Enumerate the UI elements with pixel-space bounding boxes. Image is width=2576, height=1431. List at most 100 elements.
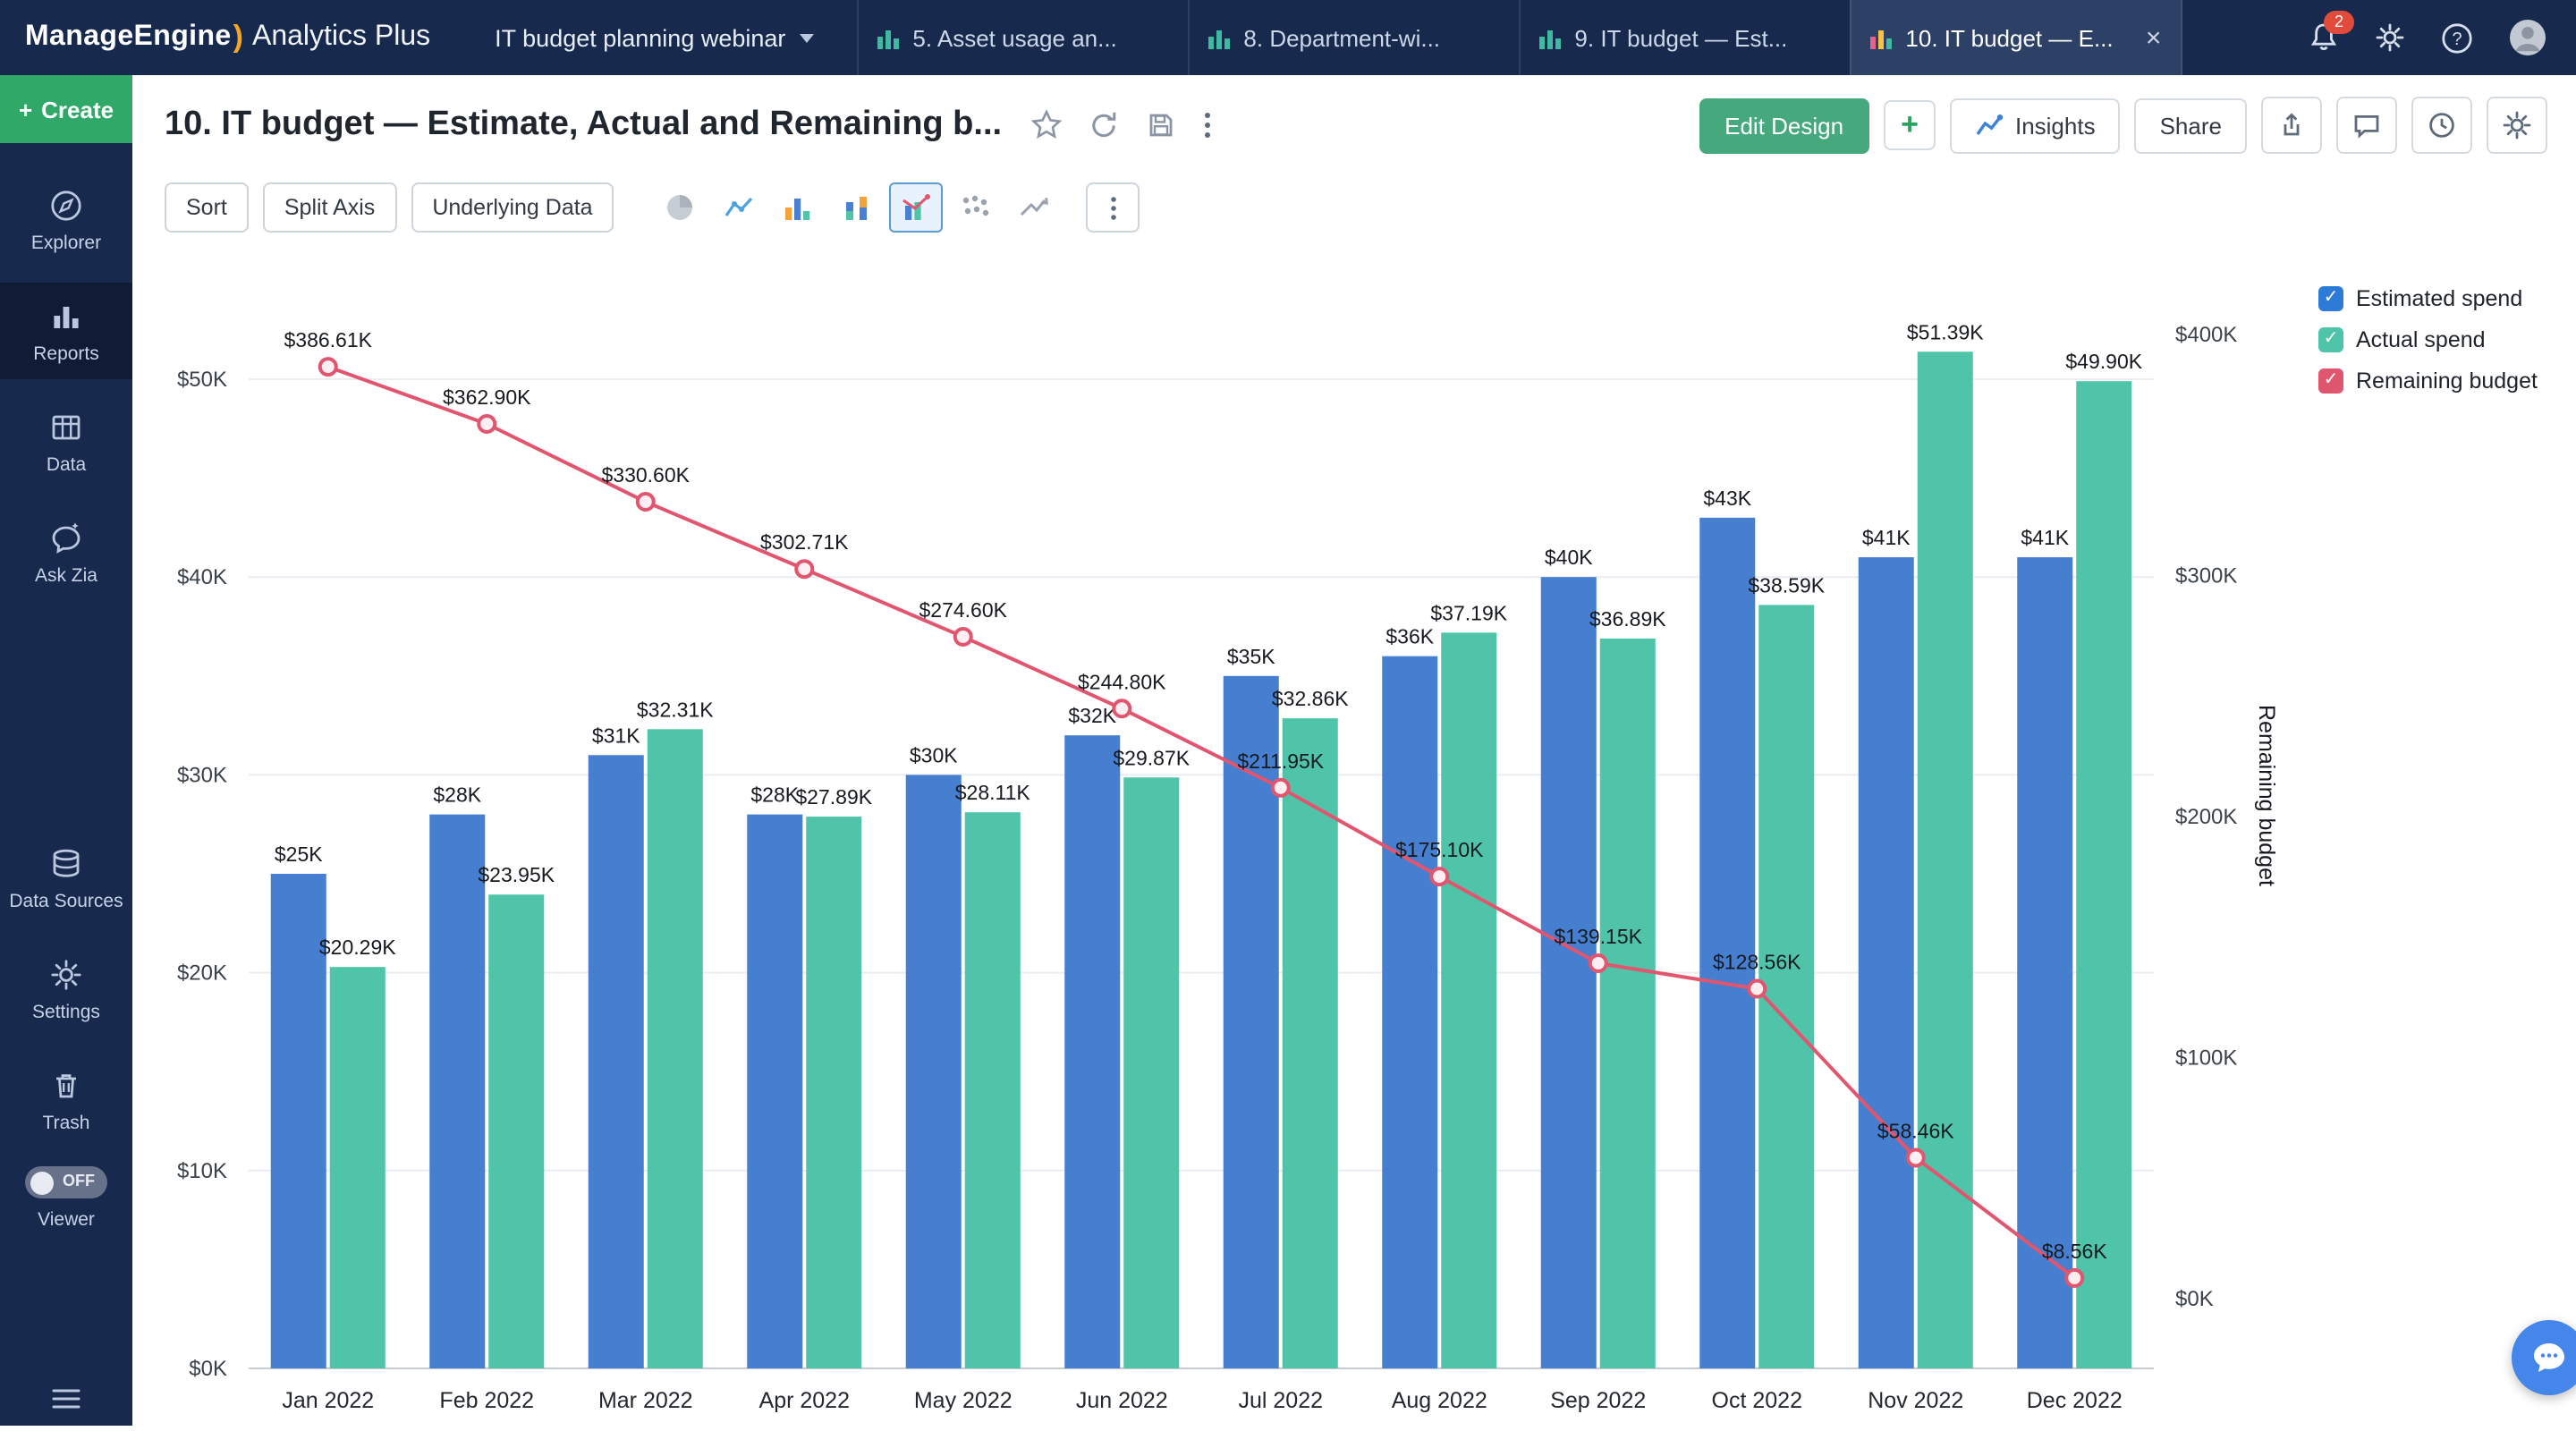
sidebar-item-trash[interactable]: Trash — [0, 1052, 132, 1148]
export-button[interactable] — [2261, 97, 2322, 154]
reports-bars-icon — [54, 307, 79, 328]
tab-report-9[interactable]: 9. IT budget — Est... — [1519, 0, 1850, 75]
more-chart-types-button[interactable] — [1086, 182, 1140, 233]
svg-text:$37.19K: $37.19K — [1430, 601, 1507, 624]
chart-area: $0K $10K $20K $30K $40K $50K $0K $100K $200K $300… — [150, 245, 2368, 1422]
svg-text:$32.31K: $32.31K — [637, 698, 714, 721]
svg-text:$100K: $100K — [2175, 1046, 2237, 1071]
svg-text:$28K: $28K — [750, 783, 799, 807]
table-icon — [52, 415, 80, 440]
legend-label: Estimated spend — [2356, 286, 2523, 311]
share-button[interactable]: Share — [2134, 97, 2247, 153]
help-button[interactable]: ? — [2440, 21, 2474, 55]
viewer-toggle[interactable]: OFF — [25, 1166, 107, 1198]
topbar-actions: 2 ? — [2308, 0, 2576, 75]
save-icon[interactable] — [1145, 109, 1177, 141]
right-axis-title: Remaining budget — [2254, 705, 2279, 886]
refresh-icon[interactable] — [1088, 109, 1120, 141]
sidebar-item-data-sources[interactable]: Data Sources — [0, 830, 132, 927]
header-buttons: Edit Design + Insights Share — [1699, 97, 2547, 154]
svg-text:$302.71K: $302.71K — [760, 530, 849, 554]
workspace-selector[interactable]: IT budget planning webinar — [462, 0, 846, 75]
chart-type-pie-icon[interactable] — [654, 182, 708, 233]
chart-type-line-icon[interactable] — [713, 182, 767, 233]
sidebar-item-ask-zia[interactable]: Ask Zia — [0, 504, 132, 601]
title-actions — [1030, 109, 1213, 141]
comments-button[interactable] — [2336, 97, 2397, 154]
svg-text:Apr 2022: Apr 2022 — [759, 1388, 850, 1413]
svg-text:$244.80K: $244.80K — [1078, 670, 1166, 693]
tab-report-5[interactable]: 5. Asset usage an... — [857, 0, 1188, 75]
underlying-data-button[interactable]: Underlying Data — [411, 182, 614, 233]
sidebar-item-label: Ask Zia — [34, 565, 97, 587]
sidebar-item-explorer[interactable]: Explorer — [0, 172, 132, 268]
tab-label: 8. Department-wi... — [1243, 24, 1441, 51]
split-axis-button[interactable]: Split Axis — [262, 182, 397, 233]
chevron-down-icon — [800, 33, 815, 42]
svg-text:$0K: $0K — [189, 1357, 227, 1381]
sidebar-item-settings[interactable]: Settings — [0, 941, 132, 1037]
history-button[interactable] — [2411, 97, 2472, 154]
sidebar-item-label: Reports — [33, 343, 99, 365]
svg-text:$41K: $41K — [1862, 526, 1911, 549]
sort-button[interactable]: Sort — [165, 182, 249, 233]
svg-text:$41K: $41K — [2021, 526, 2069, 549]
svg-text:Mar 2022: Mar 2022 — [598, 1388, 693, 1413]
kebab-menu-icon[interactable] — [1202, 109, 1213, 141]
legend-item-actual[interactable]: ✓ Actual spend — [2318, 327, 2538, 352]
viewer-label: Viewer — [38, 1209, 95, 1231]
comment-icon — [2354, 115, 2379, 139]
svg-text:$58.46K: $58.46K — [1877, 1119, 1954, 1142]
viewer-toggle-group: OFF Viewer — [25, 1166, 107, 1231]
svg-text:Jan 2022: Jan 2022 — [282, 1388, 374, 1413]
edit-design-label: Edit Design — [1724, 112, 1844, 139]
brand-swirl-icon: ) — [233, 20, 243, 54]
star-icon[interactable] — [1030, 109, 1063, 141]
notifications-button[interactable]: 2 — [2308, 11, 2354, 54]
svg-text:$400K: $400K — [2175, 323, 2237, 347]
svg-text:$23.95K: $23.95K — [478, 863, 555, 886]
chart-type-flow-icon[interactable] — [1008, 182, 1062, 233]
brand-logo[interactable]: ManageEngine) Analytics Plus — [0, 0, 462, 75]
edit-design-button[interactable]: Edit Design — [1699, 97, 1869, 153]
svg-text:$128.56K: $128.56K — [1713, 951, 1801, 974]
svg-text:Dec 2022: Dec 2022 — [2027, 1388, 2123, 1413]
legend-item-estimated[interactable]: ✓ Estimated spend — [2318, 286, 2538, 311]
checkbox-checked-icon[interactable]: ✓ — [2318, 368, 2343, 394]
hamburger-icon — [52, 1389, 80, 1409]
sidebar-item-data[interactable]: Data — [0, 394, 132, 490]
page-title: 10. IT budget — Estimate, Actual and Rem… — [165, 106, 1003, 143]
tab-report-8[interactable]: 8. Department-wi... — [1188, 0, 1519, 75]
checkbox-checked-icon[interactable]: ✓ — [2318, 327, 2343, 352]
collapse-sidebar-button[interactable] — [0, 1386, 132, 1411]
legend-label: Remaining budget — [2356, 368, 2538, 394]
tab-report-10-active[interactable]: 10. IT budget — E... × — [1850, 0, 2183, 75]
chart-type-combo-icon[interactable] — [889, 182, 944, 233]
chart-type-scatter-icon[interactable] — [949, 182, 1003, 233]
checkbox-checked-icon[interactable]: ✓ — [2318, 286, 2343, 311]
chat-bubble-icon — [2534, 1343, 2564, 1372]
chart-type-bar-icon[interactable] — [772, 182, 826, 233]
sidebar-item-reports[interactable]: Reports — [0, 283, 132, 379]
chart-type-switcher — [654, 182, 1062, 233]
chat-assistant-button[interactable] — [2512, 1320, 2576, 1395]
svg-text:$25K: $25K — [275, 843, 323, 866]
view-settings-button[interactable] — [2487, 97, 2547, 154]
brand-secondary: Analytics Plus — [251, 21, 431, 52]
legend-item-remaining[interactable]: ✓ Remaining budget — [2318, 368, 2538, 394]
svg-text:$330.60K: $330.60K — [602, 463, 691, 487]
sidebar: + Create Explorer Reports Data Ask Zia D… — [0, 75, 132, 1426]
svg-text:$139.15K: $139.15K — [1555, 925, 1643, 948]
insights-label: Insights — [2014, 112, 2096, 139]
create-button[interactable]: + Create — [0, 75, 132, 143]
admin-settings-button[interactable] — [2374, 21, 2406, 54]
user-avatar[interactable] — [2508, 18, 2547, 57]
svg-text:$51.39K: $51.39K — [1907, 320, 1984, 343]
close-tab-icon[interactable]: × — [2145, 22, 2162, 53]
svg-text:$30K: $30K — [177, 763, 227, 787]
chart-type-stacked-bar-icon[interactable] — [831, 182, 885, 233]
insights-button[interactable]: Insights — [1950, 97, 2121, 153]
combo-chart-svg[interactable]: $0K $10K $20K $30K $40K $50K $0K $100K $200K $300… — [150, 245, 2368, 1422]
add-report-button[interactable]: + — [1883, 100, 1936, 150]
